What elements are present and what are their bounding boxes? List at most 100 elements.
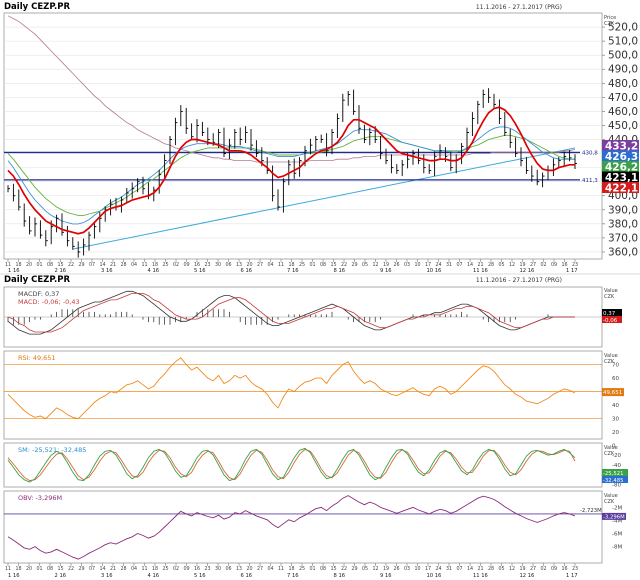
macd-value-badge (602, 316, 622, 323)
main-date-axis: 11 18 20 01 08 15 22 29 07 14 21 28 04 11 18 25 02 09 16 23… (5, 259, 578, 274)
bottom-date-tick-label: 20 (246, 566, 252, 572)
indicator-chart-range: 11.1.2016 - 27.1.2017 (PRG) (476, 277, 562, 284)
date-tick-label: 25 (299, 262, 305, 268)
date-tick-label: 30 (215, 262, 221, 268)
bottom-month-label: 12 16 (520, 573, 535, 579)
price-tick-label: 380,0 (608, 218, 638, 230)
bottom-month-label: 2 16 (55, 573, 67, 579)
month-label: 3 16 (101, 268, 113, 274)
obv-axis: -2M -4M -6M -8M (612, 505, 622, 550)
sm-value-badge (602, 476, 628, 483)
sm-tick-label: -40 (612, 463, 621, 469)
bottom-date-tick-label: 21 (477, 566, 483, 572)
bottom-month-label: 3 16 (101, 573, 113, 579)
bottom-date-tick-label: 29 (351, 566, 357, 572)
date-tick-label: 02 (540, 262, 546, 268)
date-tick-label: 05 (498, 262, 504, 268)
macd-legend-2: MACD: -0,06; -0,43 (18, 298, 80, 306)
sm-red-line (7, 448, 576, 482)
date-tick-label: 03 (404, 262, 410, 268)
date-tick-label: 08 (320, 262, 326, 268)
date-tick-label: 18 (152, 262, 158, 268)
bottom-date-tick-label: 28 (120, 566, 126, 572)
rsi-tick-label: 60 (612, 376, 619, 382)
date-tick-label: 08 (47, 262, 53, 268)
moving-average-blue-line (7, 126, 575, 225)
horizontal-level-label: 411,3 (582, 178, 598, 184)
date-tick-label: 15 (330, 262, 336, 268)
date-tick-label: 09 (183, 262, 189, 268)
bottom-date-tick-label: 11 (5, 566, 11, 572)
sm-tick-label: -20 (612, 453, 621, 459)
date-tick-label: 28 (488, 262, 494, 268)
obv-tick-label: -4M (612, 518, 622, 524)
bottom-month-label: 6 16 (241, 573, 253, 579)
bottom-date-tick-label: 24 (435, 566, 441, 572)
bottom-date-tick-label: 07 (89, 566, 95, 572)
date-tick-label: 09 (551, 262, 557, 268)
last-value-badge (602, 150, 639, 162)
bottom-date-tick-label: 04 (267, 566, 273, 572)
bottom-date-tick-label: 19 (519, 566, 525, 572)
price-tick-label: 390,0 (608, 204, 638, 216)
bottom-date-tick-label: 22 (341, 566, 347, 572)
obv-panel (3, 490, 603, 564)
date-tick-label: 27 (530, 262, 536, 268)
date-tick-label: 10 (414, 262, 420, 268)
price-tick-label: 520,0 (608, 22, 638, 34)
price-tick-label: 460,0 (608, 106, 638, 118)
bottom-date-tick-label: 09 (183, 566, 189, 572)
sm-panel (3, 442, 603, 488)
date-tick-label: 27 (257, 262, 263, 268)
rsi-value-badge: 49,651 (602, 388, 624, 397)
rsi-tick-label: 30 (612, 417, 619, 423)
month-label: 2 16 (55, 268, 67, 274)
bottom-month-label: 1 17 (566, 573, 578, 579)
bottom-date-tick-label: 04 (131, 566, 137, 572)
bottom-month-label: 4 16 (148, 573, 160, 579)
macd-signal-line (7, 293, 575, 333)
bottom-date-tick-label: 15 (330, 566, 336, 572)
date-tick-label: 21 (110, 262, 116, 268)
date-tick-label: 16 (194, 262, 200, 268)
date-tick-label: 19 (519, 262, 525, 268)
month-label: 11 16 (473, 268, 488, 274)
macd-value-badges: 0,37-0,06 (602, 309, 622, 324)
macd-axis-unit: CZK (604, 294, 615, 300)
date-tick-label: 23 (572, 262, 578, 268)
indicator-chart-title: Daily CEZP.PR (4, 275, 70, 285)
price-axis-unit: CZK (604, 21, 615, 27)
obv-tick-label: -8M (612, 545, 622, 551)
last-value-badge-label: 422,1 (605, 183, 638, 195)
date-tick-label: 13 (236, 262, 242, 268)
date-tick-label: 29 (351, 262, 357, 268)
bottom-date-tick-label: 01 (36, 566, 42, 572)
bottom-date-tick-label: 02 (540, 566, 546, 572)
month-label: 1 16 (8, 268, 20, 274)
last-value-badge-label: 426,2 (605, 162, 638, 174)
bottom-date-tick-label: 31 (446, 566, 452, 572)
obv-tick-label: -6M (612, 532, 622, 538)
bottom-date-tick-label: 23 (572, 566, 578, 572)
rsi-axis: 706050403020 (612, 363, 619, 437)
macd-value-badge (602, 309, 622, 316)
bottom-date-tick-label: 27 (257, 566, 263, 572)
obv-line (7, 495, 576, 560)
rsi-tick-label: 20 (612, 430, 619, 436)
rsi-value-badge (602, 388, 624, 397)
bottom-date-tick-label: 05 (362, 566, 368, 572)
bottom-date-tick-label: 25 (162, 566, 168, 572)
bottom-date-axis: 11 18 20 01 08 15 22 29 07 14 21 28 04 11 18 25 02 09 16 23… (5, 563, 578, 579)
obv-value-badge-label: -3,296M (603, 515, 625, 521)
obv-axis-unit: CZK (604, 499, 615, 505)
sm-tick-label: -80 (612, 483, 621, 489)
macd-value-badge-label: -0,06 (603, 318, 618, 324)
date-tick-label: 05 (362, 262, 368, 268)
bottom-date-tick-label: 08 (320, 566, 326, 572)
price-tick-label: 500,0 (608, 50, 638, 62)
date-tick-label: 04 (267, 262, 273, 268)
bottom-date-tick-label: 29 (78, 566, 84, 572)
date-tick-label: 12 (372, 262, 378, 268)
date-tick-label: 17 (425, 262, 431, 268)
month-label: 1 17 (566, 268, 578, 274)
